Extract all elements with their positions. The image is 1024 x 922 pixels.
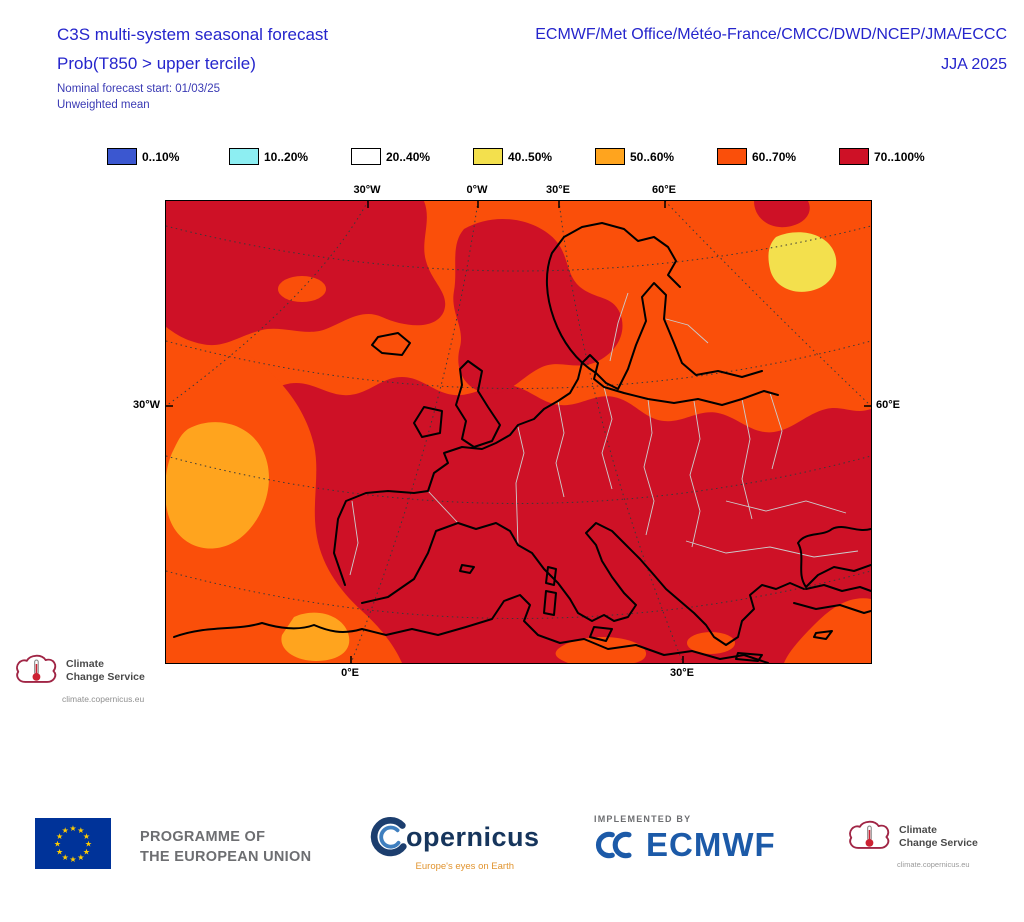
country-borders: [349, 292, 859, 576]
mean-type-text: Unweighted mean: [57, 99, 150, 111]
axis-label-top-0w: 0°W: [466, 184, 488, 196]
shading-40-50: [768, 232, 837, 292]
axis-label-top-30w: 30°W: [353, 184, 381, 196]
svg-text:★: ★: [62, 826, 69, 835]
legend-item: 70..100%: [839, 148, 961, 165]
legend-item: 40..50%: [473, 148, 595, 165]
axis-label-top-60e: 60°E: [652, 184, 676, 196]
footer-climate-line2: Change Service: [899, 837, 978, 849]
eu-flag-icon: ★ ★★ ★★★ ★★★ ★★★: [35, 818, 111, 869]
page-title: C3S multi-system seasonal forecast: [57, 25, 329, 44]
eu-flag-logo: ★ ★ ★ ★ ★ ★ ★ ★ ★ ★ ★ ★: [35, 818, 111, 874]
legend-swatch: [717, 148, 747, 165]
ecmwf-logo-block: IMPLEMENTED BY ECMWF: [590, 814, 776, 864]
footer-climate-url: climate.copernicus.eu: [897, 860, 970, 869]
svg-text:★: ★: [77, 826, 84, 835]
legend-item: 50..60%: [595, 148, 717, 165]
legend-label: 50..60%: [630, 149, 675, 164]
svg-text:★: ★: [69, 855, 76, 864]
climate-change-service-attribution: Climate Change Service climate.copernicu…: [12, 650, 172, 704]
legend-label: 10..20%: [264, 149, 309, 164]
svg-text:★: ★: [85, 840, 92, 849]
legend-item: 60..70%: [717, 148, 839, 165]
header-right: ECMWF/Met Office/Météo-France/CMCC/DWD/N…: [535, 26, 1007, 74]
legend-swatch: [839, 148, 869, 165]
legend-item: 10..20%: [229, 148, 351, 165]
forecast-map-canvas: [166, 201, 871, 663]
shading-50-60: [166, 422, 350, 661]
svg-text:★: ★: [69, 824, 76, 833]
climate-logo-line1: Climate: [66, 657, 104, 670]
implemented-by-label: IMPLEMENTED BY: [594, 814, 692, 824]
legend-label: 60..70%: [752, 149, 797, 164]
legend-item: 0..10%: [107, 148, 229, 165]
axis-label-bottom-30e: 30°E: [670, 667, 694, 679]
footer-climate-icon: [849, 820, 890, 849]
ecmwf-swirl-icon: [596, 831, 632, 859]
svg-text:★: ★: [56, 832, 63, 841]
footer-climate-logo: Climate Change Service climate.copernicu…: [845, 816, 978, 869]
climate-change-service-icon: [16, 654, 57, 683]
copernicus-logo: opernicus Europe's eyes on Earth: [364, 814, 540, 872]
svg-text:★: ★: [83, 832, 90, 841]
eu-programme-line2: THE EUROPEAN UNION: [140, 849, 312, 866]
axis-label-right-60e: 60°E: [876, 399, 900, 411]
legend-swatch: [107, 148, 137, 165]
shading-70-100-overlays: [166, 201, 810, 394]
legend-label: 40..50%: [508, 149, 553, 164]
climate-logo-line2: Change Service: [66, 671, 145, 683]
svg-text:★: ★: [54, 840, 61, 849]
centers-list: ECMWF/Met Office/Météo-France/CMCC/DWD/N…: [535, 26, 1007, 43]
svg-text:★: ★: [77, 853, 84, 862]
legend-label: 0..10%: [142, 149, 180, 164]
axis-label-top-30e: 30°E: [546, 184, 570, 196]
forecast-start-text: Nominal forecast start: 01/03/25: [57, 83, 220, 95]
copernicus-wordmark: opernicus: [406, 821, 540, 852]
season-label: JJA 2025: [941, 56, 1007, 73]
legend-swatch: [229, 148, 259, 165]
copernicus-c-swirl-icon: [370, 816, 407, 857]
legend-label: 20..40%: [386, 149, 431, 164]
frame-ticks: [166, 201, 871, 663]
eu-programme-line1: PROGRAMME OF: [140, 829, 266, 845]
probability-legend: 0..10% 10..20% 20..40% 40..50% 50..60% 6…: [107, 148, 961, 165]
legend-swatch: [595, 148, 625, 165]
legend-label: 70..100%: [874, 149, 925, 164]
axis-label-left-30w: 30°W: [132, 399, 160, 411]
forecast-map: [165, 200, 872, 664]
legend-swatch: [351, 148, 381, 165]
variable-title: Prob(T850 > upper tercile): [57, 54, 256, 73]
graticule: [166, 201, 871, 663]
svg-text:★: ★: [83, 847, 90, 856]
copernicus-tagline: Europe's eyes on Earth: [415, 861, 514, 872]
header-left: C3S multi-system seasonal forecast Prob(…: [57, 26, 328, 111]
coastlines: [173, 222, 871, 663]
eu-programme-text: PROGRAMME OF THE EUROPEAN UNION: [140, 827, 311, 868]
axis-label-bottom-0e: 0°E: [341, 667, 359, 679]
footer-climate-line1: Climate: [899, 823, 937, 836]
svg-text:★: ★: [56, 847, 63, 856]
legend-item: 20..40%: [351, 148, 473, 165]
legend-swatch: [473, 148, 503, 165]
climate-logo-url: climate.copernicus.eu: [62, 694, 145, 704]
ecmwf-wordmark: ECMWF: [646, 826, 776, 863]
svg-text:★: ★: [62, 853, 69, 862]
